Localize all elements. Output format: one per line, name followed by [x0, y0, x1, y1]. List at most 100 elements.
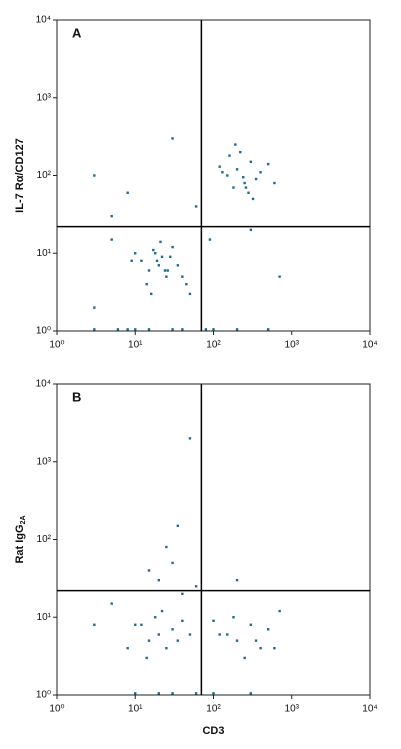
data-point — [188, 292, 192, 296]
x-tick-label: 10¹ — [128, 340, 143, 351]
data-point — [208, 238, 212, 241]
data-point — [249, 228, 253, 232]
data-point — [242, 176, 245, 179]
data-point — [93, 174, 96, 177]
data-point — [140, 259, 143, 262]
data-point — [145, 656, 148, 660]
data-point — [126, 191, 129, 194]
data-point — [235, 168, 239, 171]
data-point — [181, 619, 184, 623]
data-point — [116, 328, 120, 331]
x-tick-label: 10⁰ — [49, 704, 64, 715]
data-point — [278, 609, 281, 613]
x-tick-label: 10³ — [285, 704, 300, 715]
x-tick-label: 10³ — [285, 340, 300, 351]
data-point — [154, 616, 157, 619]
data-point — [212, 619, 215, 623]
data-point — [226, 633, 229, 636]
data-point — [218, 165, 221, 168]
data-point — [204, 328, 208, 331]
data-point — [171, 628, 174, 631]
y-axis-label: Rat IgG2A — [14, 515, 27, 563]
data-point — [181, 592, 184, 596]
data-point — [259, 171, 262, 174]
data-point — [235, 328, 239, 331]
data-point — [126, 646, 129, 650]
y-tick-label: 10⁴ — [36, 379, 51, 390]
data-point — [152, 248, 155, 252]
data-point — [176, 524, 180, 528]
data-point — [93, 328, 96, 331]
data-point — [171, 137, 174, 140]
data-point — [166, 269, 169, 272]
x-axis-label: CD3 — [202, 725, 224, 737]
data-point — [134, 692, 137, 695]
x-tick-label: 10⁴ — [362, 704, 377, 715]
data-point — [244, 186, 248, 189]
data-point — [249, 692, 253, 695]
data-point — [243, 656, 246, 660]
data-point — [171, 245, 174, 249]
data-point — [251, 197, 255, 201]
y-tick-label: 10² — [37, 534, 52, 545]
data-point — [134, 328, 137, 331]
data-point — [176, 264, 180, 267]
data-point — [155, 259, 159, 262]
data-point — [228, 154, 231, 157]
data-point — [181, 275, 184, 278]
data-point — [243, 181, 246, 185]
data-point — [165, 545, 168, 549]
data-point — [171, 328, 174, 331]
data-point — [110, 238, 113, 241]
y-tick-label: 10³ — [37, 92, 52, 103]
data-point — [235, 639, 239, 642]
data-point — [147, 569, 151, 572]
data-point — [147, 269, 151, 272]
data-point — [221, 171, 224, 174]
data-point — [218, 633, 221, 636]
data-point — [171, 692, 174, 695]
data-point — [176, 639, 180, 642]
data-point — [157, 633, 161, 636]
y-tick-label: 10¹ — [37, 248, 52, 259]
data-point — [266, 328, 270, 331]
data-point — [239, 150, 242, 154]
data-point — [134, 623, 137, 626]
data-point — [171, 561, 174, 565]
data-point — [194, 205, 198, 208]
y-axis-label-main: IL-7 Rα/CD127 — [14, 138, 26, 213]
data-point — [278, 275, 281, 278]
data-point — [165, 646, 168, 650]
y-axis-label-main: Rat IgG — [14, 524, 26, 563]
data-point — [212, 328, 215, 331]
data-point — [232, 186, 235, 189]
data-point — [194, 692, 198, 695]
data-point — [273, 646, 276, 650]
plot-frame — [56, 383, 371, 696]
y-tick-label: 10⁰ — [36, 690, 51, 701]
panel-label: B — [72, 389, 81, 404]
data-point — [181, 328, 184, 331]
data-point — [159, 240, 162, 244]
data-point — [234, 143, 237, 146]
data-point — [157, 692, 161, 695]
data-point — [154, 252, 157, 255]
y-tick-label: 10⁰ — [36, 326, 51, 337]
data-point — [194, 585, 198, 588]
data-point — [254, 639, 258, 642]
data-point — [232, 616, 235, 619]
data-point — [273, 181, 276, 185]
y-axis-label-sub: 2A — [20, 515, 27, 524]
data-point — [254, 177, 258, 181]
data-point — [188, 633, 192, 636]
data-point — [157, 578, 161, 582]
data-point — [140, 623, 143, 626]
data-point — [259, 646, 262, 650]
x-tick-label: 10⁰ — [49, 340, 64, 351]
data-point — [93, 306, 96, 309]
data-point — [185, 282, 188, 286]
x-tick-label: 10⁴ — [362, 340, 377, 351]
data-point — [266, 628, 270, 631]
data-point — [110, 602, 113, 605]
